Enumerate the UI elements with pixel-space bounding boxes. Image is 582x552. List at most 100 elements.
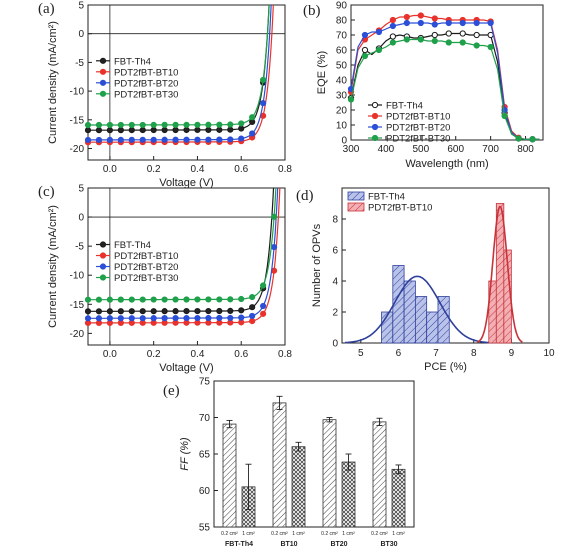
- data-point: [361, 52, 369, 60]
- y-tick-label: 75: [199, 377, 211, 388]
- group-label: FBT-Th4: [225, 541, 253, 548]
- data-point: [106, 296, 113, 303]
- data-point: [172, 296, 179, 303]
- x-tick-label: 0.2: [147, 349, 161, 360]
- legend-label: PDT2fBT-BT10: [368, 203, 432, 214]
- data-point: [139, 121, 146, 129]
- legend-swatch: [347, 191, 365, 201]
- legend-label: FBT-Th4: [114, 56, 151, 67]
- data-point: [117, 121, 124, 129]
- x-tick-label: 9: [509, 348, 515, 359]
- legend-swatch: [347, 202, 365, 212]
- data-point: [95, 121, 103, 129]
- ff-bar: [391, 468, 406, 528]
- y-tick-label: -20: [70, 144, 85, 155]
- data-point: [249, 114, 256, 121]
- data-point: [106, 127, 113, 134]
- panel-label: (a): [38, 1, 55, 17]
- y-axis-label: FF (%): [179, 437, 191, 471]
- y-tick-label: 6: [332, 246, 338, 257]
- legend-label: FBT-Th4: [386, 101, 423, 112]
- x-tick-label: 300: [343, 144, 360, 155]
- data-point: [205, 126, 212, 134]
- data-point: [183, 314, 190, 322]
- legend-label: PDT2fBT-BT20: [114, 78, 178, 89]
- y-axis-label: Number of OPVs: [311, 223, 323, 307]
- data-point: [501, 112, 508, 120]
- data-point: [117, 308, 124, 315]
- data-point: [183, 136, 190, 143]
- data-point: [216, 136, 223, 143]
- data-point: [473, 31, 480, 39]
- legend-marker: [99, 252, 107, 259]
- bar-area-label: 1 cm²: [342, 531, 355, 537]
- data-point: [227, 136, 234, 143]
- data-point: [389, 39, 396, 46]
- group-label: BT10: [280, 541, 297, 548]
- y-tick-label: 2: [332, 308, 338, 319]
- data-point: [238, 125, 245, 132]
- bar-area-label: 0.2 cm²: [321, 531, 338, 537]
- y-tick-label: 0: [78, 213, 84, 224]
- data-point: [459, 30, 466, 37]
- y-axis-label: Current density (mA/cm²): [47, 205, 59, 328]
- data-point: [529, 136, 536, 143]
- data-point: [445, 19, 452, 27]
- data-point: [161, 136, 168, 143]
- ff-bar: [372, 421, 387, 528]
- y-axis-label: Current density (mA/cm²): [47, 21, 59, 144]
- data-point: [375, 28, 383, 36]
- legend-label: PDT2fBT-BT30: [114, 89, 178, 100]
- data-point: [417, 19, 424, 27]
- y-tick-label: 0: [341, 136, 347, 147]
- series-line-3: [350, 38, 540, 140]
- x-axis-label: Voltage (V): [159, 177, 213, 189]
- panel-label: (e): [163, 383, 180, 399]
- data-point: [473, 42, 480, 49]
- x-tick-label: 500: [412, 144, 429, 155]
- data-point: [128, 296, 135, 303]
- y-tick-label: 60: [336, 46, 348, 57]
- y-tick-label: 70: [336, 31, 348, 42]
- y-tick-label: -15: [70, 300, 85, 311]
- legend-label: PDT2fBT-BT30: [114, 273, 178, 284]
- x-tick-label: 5: [358, 348, 364, 359]
- data-point: [260, 302, 267, 310]
- data-point: [128, 308, 135, 315]
- y-tick-label: 5: [78, 184, 84, 195]
- data-point: [194, 126, 201, 134]
- data-point: [150, 315, 157, 322]
- panel-label: (b): [303, 3, 321, 19]
- data-point: [445, 39, 452, 46]
- data-point: [183, 121, 190, 128]
- data-point: [431, 21, 438, 28]
- data-point: [238, 295, 245, 303]
- ff-bar: [322, 419, 337, 528]
- data-point: [227, 296, 234, 303]
- histogram-bar: [426, 311, 439, 344]
- legend-marker: [99, 274, 107, 281]
- legend-label: PDT2fBT-BT10: [114, 67, 178, 78]
- x-tick-label: 7: [433, 348, 439, 359]
- y-tick-label: 0: [78, 29, 84, 40]
- data-point: [375, 46, 383, 54]
- y-tick-label: 90: [336, 1, 348, 12]
- panel-a-frame: [87, 4, 286, 161]
- data-point: [95, 315, 103, 322]
- data-point: [487, 19, 494, 27]
- histogram-bar: [495, 203, 505, 344]
- bar-area-label: 0.2 cm²: [371, 531, 388, 537]
- y-axis-label: EQE (%): [316, 51, 328, 94]
- data-point: [95, 136, 103, 144]
- data-point: [194, 307, 201, 315]
- panel-b: 300 400 500 600 700 800 0 10 20 30 40 50 60 70 80 90 Wav…: [303, 1, 544, 170]
- data-point: [431, 31, 438, 39]
- legend-marker: [99, 57, 107, 64]
- data-point: [106, 308, 113, 315]
- y-tick-label: -10: [70, 271, 85, 282]
- data-point: [194, 296, 201, 303]
- x-tick-label: 600: [447, 144, 464, 155]
- series-line-1: [350, 14, 540, 140]
- x-tick-label: 0.4: [190, 349, 204, 360]
